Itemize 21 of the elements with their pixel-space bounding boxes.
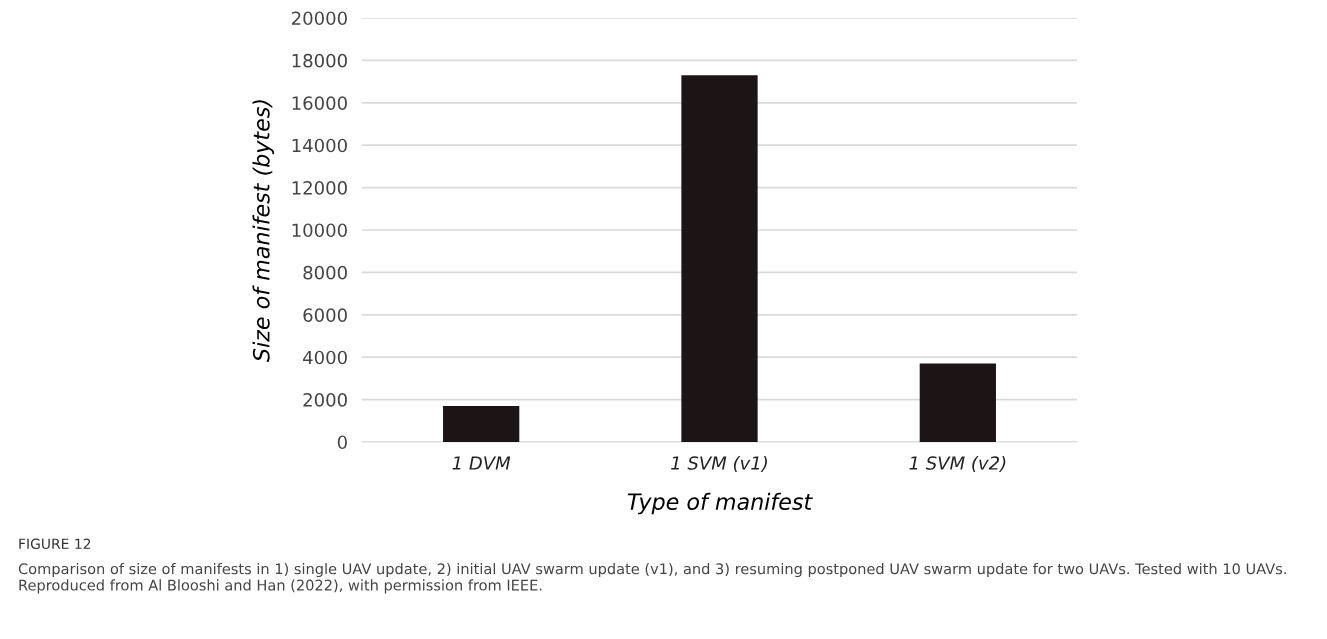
- x-axis-title: Type of manifest: [627, 492, 813, 515]
- x-tick-label: 1 DVM: [452, 456, 511, 470]
- bar: [919, 363, 996, 442]
- bar: [681, 75, 758, 442]
- y-tick-label: 14000: [292, 138, 347, 153]
- text: Comparison of size of manifests in 1) single UAV update, 2) initial UAV swarm update (v1), and 3) resuming postponed UAV swarm update for two UAVs. Tested with 10 UAVs. Reproduced from Al Blooshi and Han (2022), with permission from IEEE.: [18, 563, 1286, 594]
- bar: [443, 405, 520, 442]
- y-tick-label: 12000: [292, 181, 347, 195]
- x-tick-label: 1 SVM (v1): [671, 455, 767, 472]
- y-tick-label: 10000: [292, 223, 347, 238]
- y-tick-label: 0: [337, 435, 347, 450]
- caption: FIGURE 12: [19, 538, 91, 550]
- y-tick-label: 6000: [303, 308, 347, 322]
- y-tick-label: 20000: [291, 11, 347, 26]
- y-tick-label: 8000: [303, 265, 347, 280]
- y-tick-label: 4000: [303, 350, 347, 365]
- y-axis-title: Size of manifest (bytes): [252, 100, 275, 362]
- x-tick-label: 1 SVM (v2): [909, 455, 1006, 472]
- y-tick-label: 16000: [292, 96, 347, 110]
- y-tick-label: 2000: [303, 393, 347, 407]
- y-tick-label: 18000: [292, 53, 347, 68]
